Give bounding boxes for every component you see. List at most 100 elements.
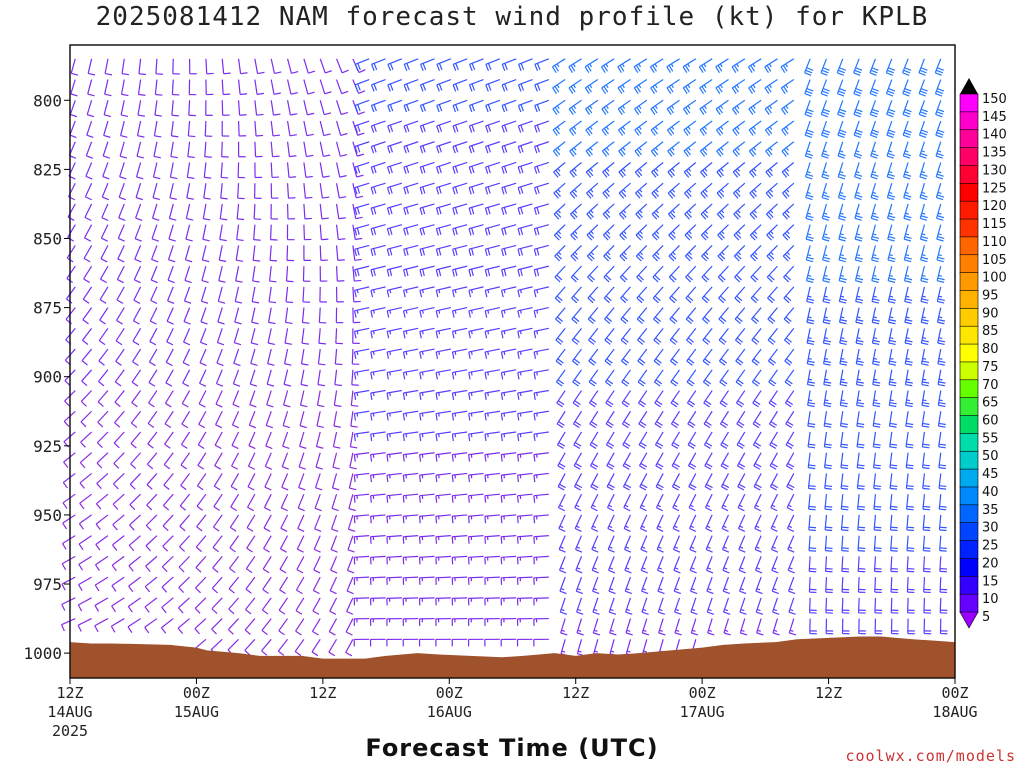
wind-barb	[689, 535, 697, 553]
wind-barb	[452, 286, 468, 298]
wind-barb	[152, 162, 161, 180]
wind-barb	[267, 348, 275, 366]
wind-barb	[501, 224, 517, 236]
wind-barb	[227, 618, 240, 635]
wind-barb	[435, 472, 451, 483]
wind-barb	[328, 618, 338, 636]
wind-barb	[451, 410, 468, 421]
wind-barb	[402, 410, 419, 421]
wind-barb	[653, 327, 664, 345]
wind-barb	[619, 244, 631, 262]
wind-barb	[772, 597, 780, 615]
wind-barb	[334, 369, 342, 387]
wind-barb	[99, 286, 109, 304]
wind-barb	[115, 348, 125, 366]
wind-barb	[81, 369, 93, 387]
wind-barb	[484, 286, 500, 298]
wind-barb	[656, 535, 664, 553]
wind-barb	[734, 286, 746, 304]
wind-barb	[419, 244, 435, 257]
wind-barb	[312, 597, 321, 615]
wind-barb	[655, 452, 664, 470]
wind-barb	[559, 556, 567, 574]
wind-barb	[517, 244, 533, 257]
wind-barb	[551, 58, 566, 74]
wind-barb	[869, 100, 879, 118]
wind-barb	[435, 514, 451, 524]
wind-barb	[921, 411, 930, 428]
wind-barb	[370, 452, 386, 462]
wind-barb	[556, 410, 566, 429]
wind-barb	[179, 514, 191, 532]
wind-barb	[785, 431, 795, 449]
wind-barb	[435, 389, 451, 401]
wind-barb	[251, 307, 259, 325]
wind-barb	[840, 431, 849, 449]
wind-barb	[187, 141, 195, 159]
wind-barb	[386, 638, 402, 647]
wind-barb	[622, 431, 632, 449]
wind-barb	[839, 328, 848, 346]
wind-barb	[517, 472, 533, 483]
wind-barb	[269, 245, 278, 262]
wind-barb	[353, 431, 370, 442]
wind-barb	[81, 327, 93, 345]
wind-barb	[592, 597, 600, 615]
wind-barb	[484, 597, 500, 606]
wind-barb	[770, 493, 779, 512]
wind-barb	[232, 390, 240, 408]
wind-barb	[870, 162, 879, 180]
wind-barb	[702, 307, 713, 325]
wind-barb	[700, 203, 713, 220]
y-tick-label: 975	[33, 575, 62, 594]
wind-barb	[782, 203, 795, 220]
wind-barb	[889, 494, 898, 511]
wind-barb	[783, 307, 795, 325]
wind-barb	[723, 618, 731, 636]
wind-barb	[873, 494, 882, 511]
wind-barb	[178, 555, 191, 573]
wind-barb	[703, 431, 713, 449]
wind-barb	[620, 286, 631, 304]
wind-barb	[452, 244, 468, 257]
wind-barb	[161, 576, 174, 593]
wind-barb	[419, 99, 435, 113]
wind-barb	[873, 556, 882, 573]
wind-barb	[111, 597, 125, 613]
wind-barb	[573, 452, 583, 470]
wind-barb	[634, 162, 648, 178]
wind-barb	[353, 576, 370, 585]
wind-barb	[618, 141, 631, 157]
colorbar-bottom-arrow	[959, 611, 979, 629]
wind-barb	[212, 535, 223, 553]
wind-barb	[212, 514, 223, 532]
wind-barb	[251, 286, 260, 304]
wind-barb	[403, 203, 419, 216]
wind-barb	[268, 307, 276, 325]
wind-barb	[370, 410, 386, 421]
wind-barb	[500, 307, 517, 318]
wind-barb	[348, 494, 356, 512]
wind-barb	[573, 473, 583, 491]
wind-barb	[435, 182, 452, 195]
wind-barb	[314, 514, 322, 532]
wind-barb	[110, 618, 125, 633]
wind-barb	[120, 100, 129, 118]
wind-barb	[516, 617, 533, 626]
wind-barb	[484, 431, 500, 442]
wind-barb	[601, 120, 615, 136]
wind-barb	[435, 410, 451, 421]
wind-barb	[79, 493, 92, 510]
wind-barb	[352, 266, 362, 282]
y-tick-label: 950	[33, 506, 62, 525]
wind-barb	[150, 265, 158, 284]
wind-barb	[918, 120, 929, 139]
wind-barb	[635, 224, 648, 241]
wind-barb	[370, 224, 386, 236]
wind-barb	[250, 328, 259, 346]
wind-barb	[721, 493, 730, 512]
wind-barb	[771, 556, 779, 574]
wind-barb	[418, 514, 435, 524]
wind-barb	[197, 431, 207, 449]
wind-barb	[854, 224, 863, 242]
